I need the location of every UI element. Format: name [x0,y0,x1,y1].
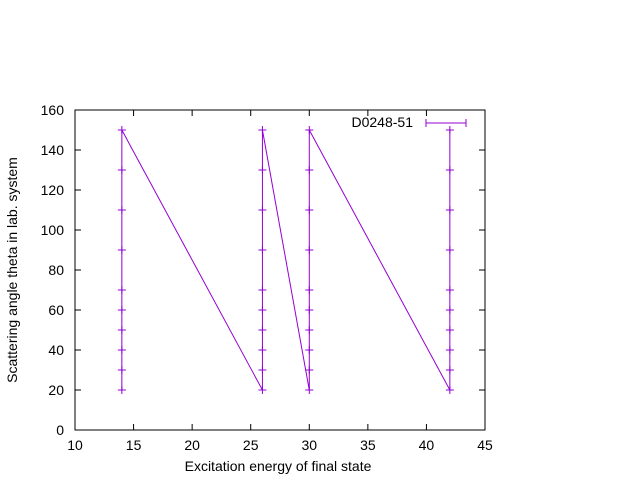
data-point [445,246,454,254]
y-tick-label: 0 [56,422,64,438]
y-tick-label: 100 [41,222,65,238]
y-tick-label: 20 [48,382,64,398]
data-point [258,366,267,374]
x-tick-label: 10 [67,437,83,453]
data-point [305,246,314,254]
data-point [305,126,314,134]
data-point [305,366,314,374]
y-tick-label: 40 [48,342,64,358]
data-point [258,246,267,254]
data-point [305,386,314,394]
data-point [305,326,314,334]
data-point [258,126,267,134]
data-point [305,206,314,214]
data-point [258,346,267,354]
series-line [121,129,451,391]
x-tick-label: 45 [477,437,493,453]
x-tick-label: 40 [419,437,435,453]
legend: D0248-51 [352,114,467,130]
x-axis-label: Excitation energy of final state [185,458,372,474]
y-tick-label: 80 [48,262,64,278]
x-tick-label: 30 [301,437,317,453]
data-point [445,286,454,294]
data-point [305,346,314,354]
data-point [117,286,126,294]
y-axis: 0 20 40 60 80 100 120 140 160 [41,102,485,438]
data-point [258,386,267,394]
data-point [117,206,126,214]
data-point [117,126,126,134]
y-tick-label: 120 [41,182,65,198]
data-point [445,386,454,394]
data-point [258,286,267,294]
data-point [305,166,314,174]
data-point [305,306,314,314]
data-point [258,166,267,174]
data-point [445,366,454,374]
data-point [445,206,454,214]
x-tick-label: 15 [126,437,142,453]
data-point [117,346,126,354]
x-tick-label: 25 [243,437,259,453]
data-point [258,306,267,314]
data-point [117,246,126,254]
legend-label: D0248-51 [352,114,414,130]
data-point [258,206,267,214]
data-point [445,126,454,134]
x-tick-label: 35 [360,437,376,453]
x-tick-label: 20 [184,437,200,453]
data-point [445,346,454,354]
data-point [445,306,454,314]
data-point [445,326,454,334]
data-point [117,386,126,394]
data-point [117,166,126,174]
data-point [117,366,126,374]
data-point [305,286,314,294]
x-axis: 10 15 20 25 30 35 40 45 [67,110,493,453]
y-tick-label: 160 [41,102,65,118]
y-tick-label: 60 [48,302,64,318]
data-point [117,306,126,314]
data-point [117,326,126,334]
data-point [445,166,454,174]
y-axis-label: Scattering angle theta in lab. system [4,157,20,383]
data-point [258,326,267,334]
plot-area [117,126,454,394]
y-tick-label: 140 [41,142,65,158]
